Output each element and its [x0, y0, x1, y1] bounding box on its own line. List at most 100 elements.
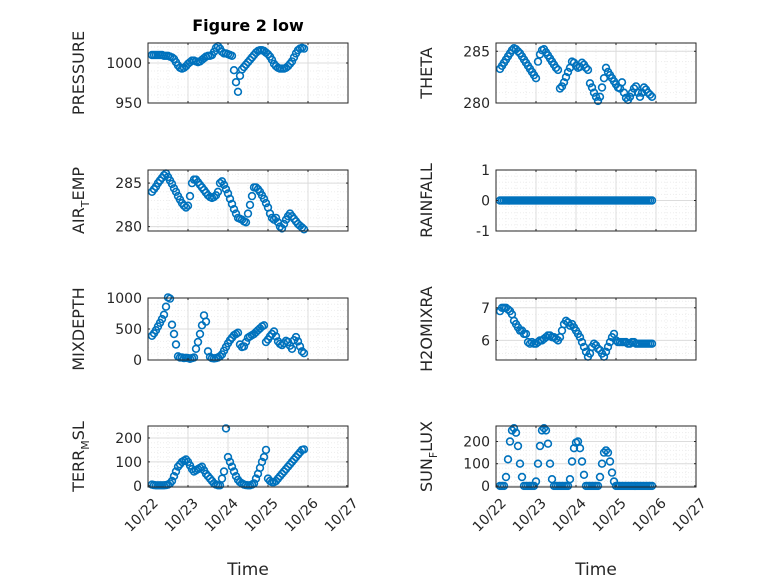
data-point	[171, 467, 181, 476]
data-point	[601, 446, 611, 455]
data-point	[551, 63, 561, 73]
data-point	[241, 218, 251, 227]
x-tick-label: 10/26	[282, 495, 322, 535]
x-tick-label: 10/22	[470, 495, 510, 535]
data-point	[213, 187, 223, 197]
data-point	[605, 457, 615, 466]
data-markers	[495, 303, 657, 361]
data-point	[607, 468, 617, 477]
figure-title: Figure 2 low	[192, 16, 304, 35]
data-point	[169, 472, 179, 481]
data-point	[501, 472, 511, 482]
data-point	[247, 191, 257, 201]
data-point	[299, 349, 309, 358]
data-point	[517, 472, 527, 482]
data-point	[183, 201, 193, 210]
data-point	[541, 426, 551, 435]
data-point	[533, 57, 543, 66]
y-tick-label: 0	[133, 479, 142, 495]
data-point	[215, 178, 225, 188]
data-point	[211, 43, 221, 52]
data-point	[299, 225, 309, 234]
subplot-terr_msl: 0 100 200 10/22 10/23 10/24 10/25 10/26 10/27 Tim…	[69, 421, 362, 580]
data-point	[575, 333, 585, 342]
data-point	[165, 294, 175, 303]
data-point	[601, 63, 611, 73]
data-point	[531, 73, 541, 83]
x-tick-label: 10/23	[162, 495, 202, 535]
data-point	[515, 459, 525, 468]
data-point	[243, 209, 253, 218]
data-point	[231, 209, 241, 218]
axes-frame	[495, 425, 697, 488]
data-point	[167, 179, 177, 189]
data-point	[195, 329, 205, 339]
data-point	[565, 321, 575, 330]
x-tick-label: 10/24	[550, 495, 590, 535]
data-point	[603, 342, 613, 352]
data-point	[171, 340, 181, 349]
data-point	[185, 191, 195, 201]
data-markers	[495, 196, 657, 205]
data-point	[259, 452, 269, 462]
data-point	[299, 445, 309, 454]
y-axis-label: H2OMIXRA	[417, 286, 436, 372]
data-point	[513, 47, 523, 56]
y-tick-label: 1	[481, 163, 490, 179]
subplot-air_temp: 280 285 AIRTEMP	[69, 167, 349, 236]
y-axis-label: TERRMSL	[69, 421, 92, 493]
x-tick-label: 10/25	[242, 495, 282, 535]
data-point	[593, 344, 603, 353]
data-markers	[495, 424, 657, 491]
data-point	[259, 321, 269, 330]
y-tick-label: 1000	[106, 291, 142, 307]
data-point	[167, 53, 177, 62]
data-point	[529, 481, 539, 491]
data-point	[267, 55, 277, 64]
data-point	[221, 185, 231, 194]
data-markers	[495, 43, 657, 106]
data-point	[619, 88, 629, 97]
data-point	[587, 83, 597, 92]
data-point	[597, 459, 607, 468]
x-tick-label: 10/24	[202, 495, 242, 535]
data-point	[513, 441, 523, 451]
data-point	[279, 219, 289, 229]
data-point	[219, 180, 229, 190]
x-axis-label: Time	[574, 560, 617, 580]
data-point	[271, 213, 281, 223]
data-point	[621, 93, 631, 103]
data-point	[271, 332, 281, 341]
data-point	[167, 476, 177, 486]
data-point	[287, 57, 297, 66]
data-point	[625, 92, 635, 102]
y-tick-label: 0	[481, 194, 490, 210]
data-point	[599, 448, 609, 457]
data-point	[545, 331, 555, 340]
axes-frame	[495, 42, 697, 104]
data-point	[563, 67, 573, 77]
y-tick-label: 7	[481, 301, 490, 317]
data-point	[169, 329, 179, 339]
y-tick-label: 6	[481, 333, 490, 349]
y-tick-label: 950	[115, 96, 142, 112]
data-point	[539, 424, 549, 433]
data-point	[225, 194, 235, 204]
data-point	[221, 424, 231, 433]
y-tick-label: 0	[481, 479, 490, 495]
data-point	[577, 337, 587, 347]
y-tick-label: -1	[476, 224, 490, 240]
data-point	[509, 424, 519, 433]
data-point	[227, 51, 237, 60]
data-point	[223, 452, 233, 462]
data-point	[277, 469, 287, 478]
y-tick-label: 500	[115, 322, 142, 338]
data-point	[231, 77, 241, 87]
data-point	[581, 63, 591, 73]
data-point	[189, 353, 199, 362]
data-point	[543, 439, 553, 448]
x-axis-label: Time	[226, 560, 269, 580]
y-axis-label: AIRTEMP	[69, 167, 92, 234]
data-point	[219, 467, 229, 476]
data-point	[267, 213, 277, 223]
